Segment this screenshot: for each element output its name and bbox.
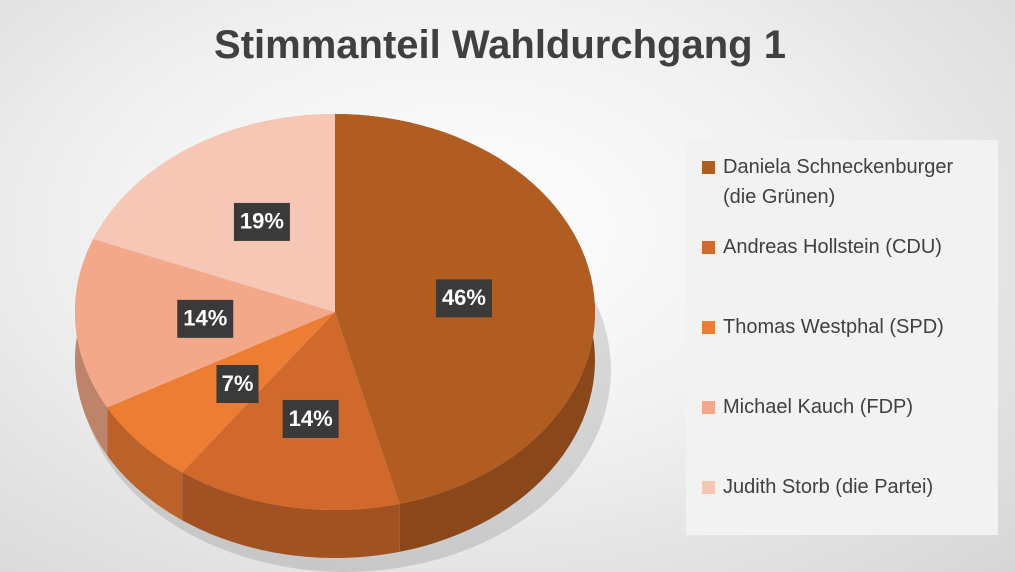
value-label-box — [233, 202, 290, 241]
value-label-box — [216, 365, 259, 404]
legend-item: Judith Storb (die Partei) — [702, 472, 982, 552]
legend-swatch — [702, 481, 715, 494]
value-label: 46% — [442, 285, 486, 310]
slice — [93, 114, 335, 312]
value-label: 14% — [183, 306, 227, 331]
legend-item: Thomas Westphal (SPD) — [702, 312, 982, 392]
slice-side — [107, 407, 183, 521]
slice-side — [182, 472, 400, 558]
legend-label: Andreas Hollstein (CDU) — [723, 236, 942, 258]
value-label: 7% — [222, 371, 254, 396]
legend: Daniela Schneckenburger (die Grünen) Andr… — [686, 140, 998, 535]
legend-label: Michael Kauch (FDP) — [723, 396, 914, 418]
value-label: 14% — [289, 406, 333, 431]
legend-item: Andreas Hollstein (CDU) — [702, 232, 982, 312]
value-label-box — [177, 299, 234, 338]
legend-item: Daniela Schneckenburger (die Grünen) — [702, 152, 982, 232]
legend-label: Judith Storb (die Partei) — [723, 476, 934, 498]
value-label-box — [435, 279, 492, 318]
value-label: 19% — [240, 209, 284, 234]
value-label-box — [282, 399, 339, 438]
chart-title: Stimmanteil Wahldurchgang 1 — [214, 23, 786, 67]
legend-swatch — [702, 161, 715, 174]
legend-label: Daniela Schneckenburger (die Grünen) — [723, 156, 954, 208]
legend-swatch — [702, 321, 715, 334]
legend-swatch — [702, 241, 715, 254]
legend-item: Michael Kauch (FDP) — [702, 392, 982, 472]
legend-label: Thomas Westphal (SPD) — [723, 316, 944, 338]
legend-swatch — [702, 401, 715, 414]
